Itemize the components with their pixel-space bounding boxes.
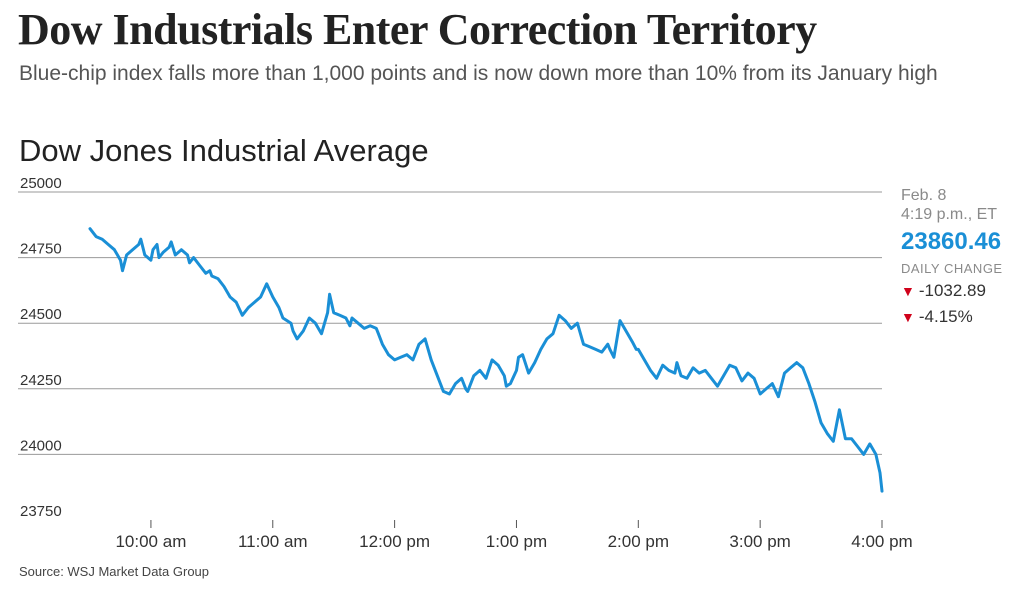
source-note: Source: WSJ Market Data Group (19, 564, 210, 579)
x-tick-label: 12:00 pm (359, 532, 430, 551)
info-time: 4:19 p.m., ET (901, 206, 998, 223)
change-points-row: ▼ -1032.89 (901, 278, 1029, 304)
x-tick-label: 1:00 pm (486, 532, 547, 551)
x-tick-label: 4:00 pm (851, 532, 912, 551)
gridlines (18, 191, 882, 455)
y-tick-label: 24250 (20, 372, 62, 389)
x-tick-label: 2:00 pm (608, 532, 669, 551)
x-tick-label: 3:00 pm (729, 532, 790, 551)
y-tick-label: 23750 (20, 503, 62, 520)
y-tick-label: 24000 (20, 437, 62, 454)
down-triangle-icon: ▼ (901, 309, 915, 325)
change-points: -1032.89 (918, 281, 986, 300)
x-tick-label: 10:00 am (115, 532, 186, 551)
y-axis: 25000 24750 24500 24250 24000 23750 (20, 175, 62, 520)
y-tick-label: 24750 (20, 241, 62, 258)
daily-change-label: DAILY CHANGE (901, 261, 1003, 276)
headline: Dow Industrials Enter Correction Territo… (18, 5, 817, 54)
change-percent: -4.15% (918, 307, 973, 326)
down-triangle-icon: ▼ (901, 283, 915, 299)
x-axis: 10:00 am 11:00 am 12:00 pm 1:00 pm 2:00 pm 3:… (115, 520, 913, 551)
chart-title: Dow Jones Industrial Average (19, 133, 429, 168)
info-date: Feb. 8 (901, 187, 947, 204)
info-price: 23860.46 (901, 228, 1002, 255)
subheadline: Blue-chip index falls more than 1,000 po… (19, 62, 938, 85)
series (88, 227, 884, 493)
change-percent-row: ▼ -4.15% (901, 304, 1029, 330)
x-tick-label: 11:00 am (238, 532, 308, 551)
y-tick-label: 24500 (20, 306, 62, 323)
series-line-dow (88, 227, 884, 493)
y-tick-label: 25000 (20, 175, 62, 192)
info-panel: Feb. 8 4:19 p.m., ET 23860.46 DAILY CHAN… (901, 186, 1029, 330)
